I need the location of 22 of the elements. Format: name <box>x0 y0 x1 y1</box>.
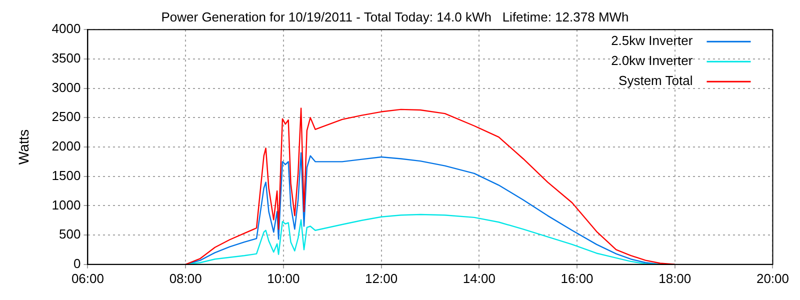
x-tick-label: 18:00 <box>658 270 692 286</box>
legend-label: 2.0kw Inverter <box>611 53 694 68</box>
x-tick-label: 12:00 <box>365 270 398 286</box>
x-tick-label: 08:00 <box>169 270 202 286</box>
x-tick-label: 10:00 <box>267 270 300 286</box>
y-tick-label: 0 <box>73 256 81 271</box>
x-tick-label: 16:00 <box>560 270 594 286</box>
y-tick-label: 1500 <box>52 168 81 183</box>
legend-label: 2.5kw Inverter <box>611 33 694 48</box>
x-tick-label: 20:00 <box>756 270 790 286</box>
y-tick-label: 4000 <box>52 21 81 36</box>
chart-title: Power Generation for 10/19/2011 - Total Today: 14.0 kWh Lifetime: 12.378 MWh <box>161 9 629 24</box>
y-tick-label: 3000 <box>52 80 81 95</box>
y-tick-label: 2500 <box>52 109 81 124</box>
y-tick-label: 1000 <box>52 197 81 212</box>
x-tick-label: 06:00 <box>71 270 104 286</box>
y-tick-label: 500 <box>59 226 81 242</box>
y-axis-title: Watts <box>15 129 32 165</box>
x-tick-label: 14:00 <box>462 270 496 286</box>
y-tick-label: 2000 <box>52 138 81 154</box>
y-tick-label: 3500 <box>52 50 81 66</box>
legend-label: System Total <box>618 73 693 88</box>
